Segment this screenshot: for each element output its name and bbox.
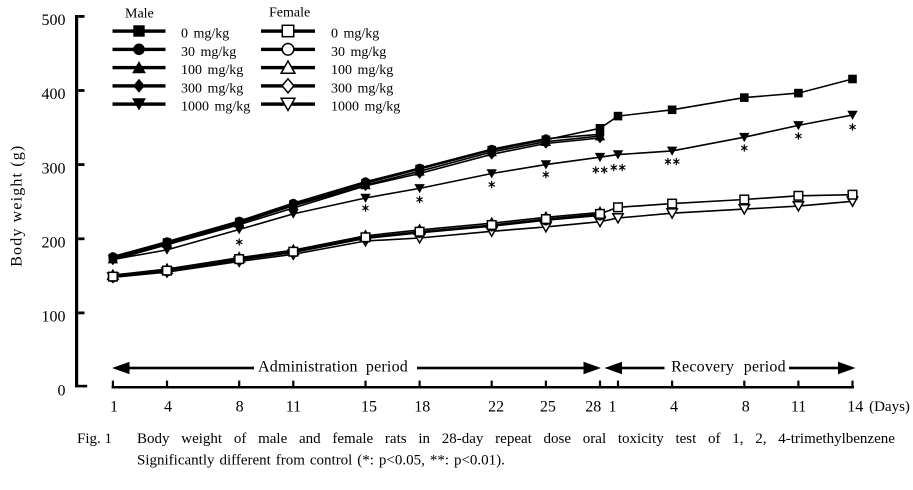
svg-text:Administration period: Administration period [258, 359, 408, 376]
svg-text:300: 300 [42, 160, 66, 177]
svg-text:1000 mg/kg: 1000 mg/kg [331, 100, 400, 115]
svg-text:Male: Male [125, 7, 154, 22]
svg-text:30 mg/kg: 30 mg/kg [181, 45, 236, 60]
svg-text:1000 mg/kg: 1000 mg/kg [181, 100, 250, 115]
svg-text:4: 4 [670, 399, 678, 416]
svg-text:4: 4 [164, 399, 172, 416]
svg-text:100 mg/kg: 100 mg/kg [181, 63, 243, 78]
svg-text:200: 200 [42, 235, 66, 252]
svg-text:300 mg/kg: 300 mg/kg [331, 81, 393, 96]
svg-text:Female: Female [269, 6, 310, 21]
svg-text:Fig. 1: Fig. 1 [77, 431, 112, 447]
svg-text:300 mg/kg: 300 mg/kg [181, 81, 243, 96]
svg-text:18: 18 [414, 399, 430, 416]
svg-text:Body weight (g): Body weight (g) [9, 145, 26, 267]
svg-text:22: 22 [488, 399, 504, 416]
svg-text:100: 100 [42, 309, 66, 326]
svg-text:1: 1 [609, 399, 617, 416]
svg-text:28: 28 [585, 399, 601, 416]
svg-text:0 mg/kg: 0 mg/kg [331, 27, 379, 42]
svg-text:100 mg/kg: 100 mg/kg [331, 63, 393, 78]
svg-text:(Days): (Days) [869, 399, 910, 415]
svg-text:25: 25 [540, 399, 556, 416]
svg-text:400: 400 [42, 86, 66, 103]
svg-text:0 mg/kg: 0 mg/kg [181, 27, 229, 42]
svg-text:8: 8 [236, 399, 244, 416]
svg-text:15: 15 [361, 399, 377, 416]
svg-text:1: 1 [110, 399, 118, 416]
svg-text:Recovery period: Recovery period [671, 359, 786, 376]
svg-text:0: 0 [58, 383, 66, 400]
svg-text:30 mg/kg: 30 mg/kg [331, 45, 386, 60]
svg-text:11: 11 [286, 399, 301, 416]
svg-text:Body weight of male and female: Body weight of male and female rats in 2… [137, 431, 895, 447]
svg-text:11: 11 [791, 399, 806, 416]
svg-text:Significantly different from c: Significantly different from control (*:… [137, 453, 505, 469]
svg-text:14: 14 [847, 399, 863, 416]
svg-text:500: 500 [42, 12, 66, 29]
svg-text:8: 8 [742, 399, 750, 416]
